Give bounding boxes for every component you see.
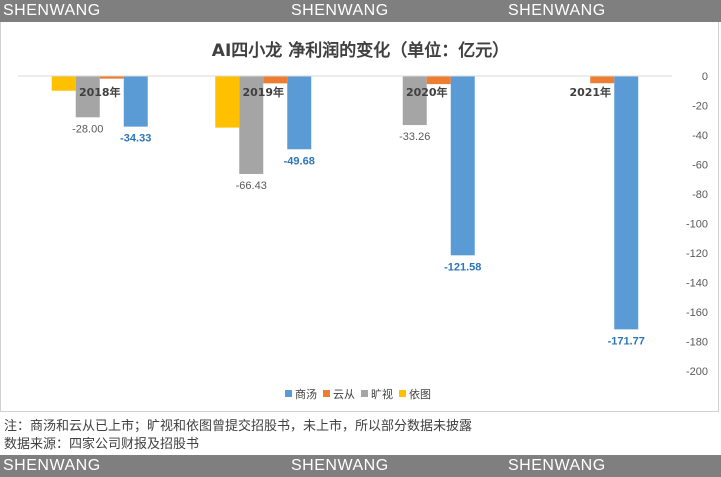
watermark-bar-bottom: SHENWANG SHENWANG SHENWANG	[0, 455, 721, 477]
legend-swatch	[399, 390, 406, 397]
legend-swatch	[361, 390, 368, 397]
y-tick-label: 0	[702, 71, 708, 83]
bar	[427, 76, 451, 84]
y-tick-label: -80	[692, 189, 708, 201]
y-tick-label: -140	[686, 278, 708, 290]
y-tick-label: -60	[692, 160, 708, 172]
watermark-text: SHENWANG	[3, 456, 101, 476]
source-line: 数据来源：四家公司财报及招股书	[4, 436, 472, 454]
bar	[590, 76, 614, 83]
legend-label: 云从	[333, 388, 355, 401]
x-tick-label: 2020年	[406, 85, 448, 99]
data-label: -66.43	[236, 180, 267, 192]
y-tick-label: -40	[692, 130, 708, 142]
bar	[287, 76, 311, 149]
y-tick-label: -100	[686, 219, 708, 231]
y-tick-label: -20	[692, 101, 708, 113]
bar	[215, 76, 239, 128]
watermark-text: SHENWANG	[508, 456, 606, 476]
x-tick-label: 2019年	[242, 85, 284, 99]
legend-label: 依图	[409, 388, 431, 401]
y-tick-label: -120	[686, 248, 708, 260]
bar	[614, 76, 638, 329]
data-label: -49.68	[284, 155, 315, 167]
watermark-text: SHENWANG	[291, 456, 389, 476]
bar	[263, 76, 287, 83]
legend-label: 商汤	[295, 387, 317, 401]
data-label: -28.00	[72, 123, 103, 135]
x-tick-label: 2018年	[79, 85, 121, 99]
y-tick-label: -160	[686, 307, 708, 319]
legend-swatch	[323, 390, 330, 397]
note-line: 注：商汤和云从已上市；旷视和依图曾提交招股书，未上市，所以部分数据未披露	[4, 418, 472, 436]
legend-label: 旷视	[371, 387, 393, 401]
x-tick-label: 2021年	[569, 85, 611, 99]
bar	[52, 76, 76, 91]
y-tick-label: -180	[686, 337, 708, 349]
chart-notes: 注：商汤和云从已上市；旷视和依图曾提交招股书，未上市，所以部分数据未披露 数据来…	[4, 418, 472, 454]
data-label: -34.33	[120, 133, 151, 145]
data-label: -171.77	[608, 335, 645, 347]
bar	[403, 76, 427, 125]
data-label: -121.58	[444, 261, 481, 273]
y-tick-label: -200	[686, 366, 708, 378]
legend-swatch	[285, 390, 292, 397]
bar	[124, 76, 148, 127]
data-label: -33.26	[399, 131, 430, 143]
bar	[451, 76, 475, 255]
